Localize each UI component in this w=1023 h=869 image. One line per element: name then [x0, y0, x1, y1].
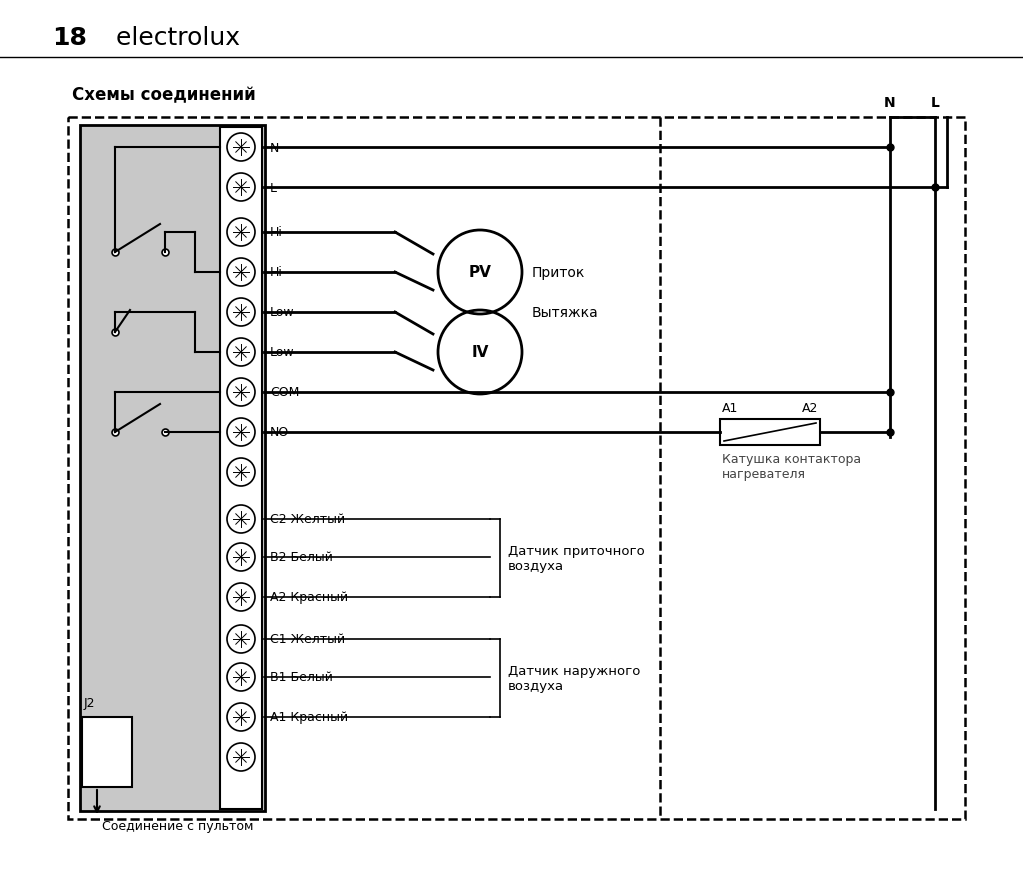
Text: 18: 18: [52, 26, 87, 50]
Text: N: N: [270, 142, 279, 155]
Text: PV: PV: [469, 265, 491, 280]
Bar: [720, 420, 820, 446]
Text: Вытяжка: Вытяжка: [532, 306, 598, 320]
Bar: [68, 118, 965, 819]
Text: A2: A2: [802, 401, 818, 415]
Text: A2 Красный: A2 Красный: [270, 591, 348, 604]
Text: Датчик приточного
воздуха: Датчик приточного воздуха: [508, 544, 644, 573]
Text: B1 Белый: B1 Белый: [270, 671, 332, 684]
Bar: [80, 126, 265, 811]
Text: N: N: [884, 96, 896, 109]
Text: A1: A1: [722, 401, 739, 415]
Text: Схемы соединений: Схемы соединений: [72, 86, 256, 104]
Text: C1 Желтый: C1 Желтый: [270, 633, 345, 646]
Text: A1 Красный: A1 Красный: [270, 711, 348, 724]
Text: electrolux: electrolux: [100, 26, 240, 50]
Text: Low: Low: [270, 346, 295, 359]
Text: Приток: Приток: [532, 266, 585, 280]
Text: C2 Желтый: C2 Желтый: [270, 513, 345, 526]
Text: B2 Белый: B2 Белый: [270, 551, 332, 564]
Bar: [82, 717, 132, 787]
Text: L: L: [270, 182, 277, 195]
Text: Low: Low: [270, 306, 295, 319]
Text: COM: COM: [270, 386, 300, 399]
Text: Hi: Hi: [270, 226, 283, 239]
Text: Hi: Hi: [270, 266, 283, 279]
Text: Соединение с пультом: Соединение с пультом: [102, 819, 254, 832]
Text: L: L: [931, 96, 939, 109]
Text: Датчик наружного
воздуха: Датчик наружного воздуха: [508, 664, 640, 693]
Bar: [220, 128, 262, 809]
Text: IV: IV: [472, 345, 489, 360]
Text: NO: NO: [270, 426, 290, 439]
Text: J2: J2: [84, 696, 95, 709]
Text: Катушка контактора
нагревателя: Катушка контактора нагревателя: [722, 453, 861, 481]
